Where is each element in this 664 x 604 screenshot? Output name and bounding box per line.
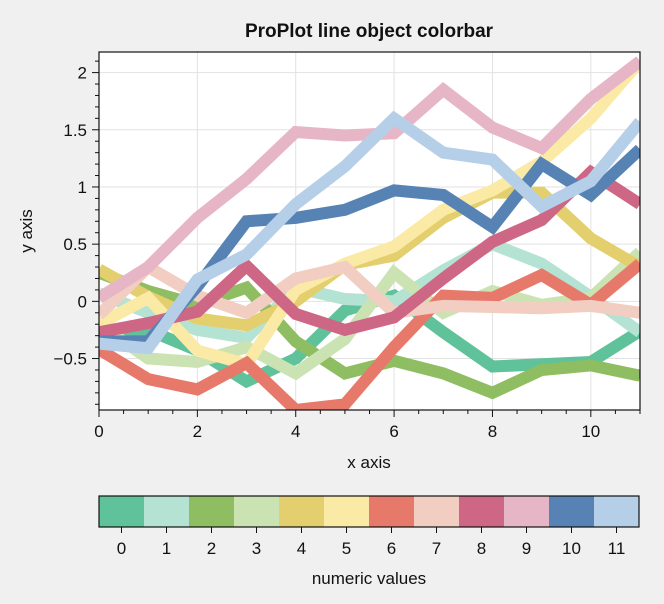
y-tick-label: −0.5 (53, 350, 87, 369)
colorbar-swatch-1 (144, 496, 190, 527)
colorbar-label: numeric values (312, 569, 426, 588)
series-lines (99, 56, 640, 410)
colorbar-tick-label: 11 (608, 539, 626, 558)
colorbar-tick-label: 2 (207, 539, 216, 558)
series-line-5 (99, 57, 640, 372)
colorbar-frame (98, 495, 640, 528)
colorbar: 0 1 2 3 4 5 6 7 8 9 10 11 (98, 495, 640, 558)
colorbar-tick-label: 7 (432, 539, 441, 558)
colorbar-swatch-9 (504, 496, 550, 527)
x-tick-label: 10 (581, 422, 600, 441)
colorbar-swatch-5 (324, 496, 370, 527)
colorbar-swatch-0 (99, 496, 145, 527)
colorbar-swatch-6 (369, 496, 415, 527)
y-tick-label: 1 (78, 178, 87, 197)
x-tick-label: 2 (193, 422, 202, 441)
colorbar-tick-label: 6 (387, 539, 396, 558)
y-tick-label: 0 (78, 292, 87, 311)
x-tick-label: 8 (488, 422, 497, 441)
colorbar-swatch-2 (189, 496, 235, 527)
series-line-6 (99, 258, 640, 410)
colorbar-swatch-4 (279, 496, 325, 527)
colorbar-swatch-8 (459, 496, 505, 527)
colorbar-tick-label: 0 (117, 539, 126, 558)
colorbar-tick-label: 4 (297, 539, 306, 558)
series-line-8 (99, 164, 640, 339)
y-tick-label: 1.5 (63, 121, 87, 140)
colorbar-swatch-3 (234, 496, 280, 527)
colorbar-swatch-10 (549, 496, 595, 527)
colorbar-swatch-11 (594, 496, 640, 527)
colorbar-tick-label: 8 (477, 539, 486, 558)
y-tick-label: 0.5 (63, 235, 87, 254)
colorbar-tick-label: 5 (342, 539, 351, 558)
colorbar-tick-label: 3 (252, 539, 261, 558)
y-tick-label: 2 (78, 64, 87, 83)
x-axis: 0 2 4 6 8 10 (94, 410, 641, 441)
y-axis: −0.5 0 0.5 1 1.5 2 (53, 60, 99, 405)
x-tick-label: 0 (94, 422, 103, 441)
x-tick-label: 4 (291, 422, 300, 441)
series-line-11 (99, 110, 640, 355)
y-axis-label: y axis (17, 209, 36, 252)
colorbar-swatch-7 (414, 496, 460, 527)
colorbar-tick-label: 1 (162, 539, 171, 558)
chart-title: ProPlot line object colorbar (245, 21, 494, 42)
colorbar-tick-label: 9 (522, 539, 531, 558)
x-tick-label: 6 (389, 422, 398, 441)
x-axis-label: x axis (347, 453, 390, 472)
colorbar-tick-label: 10 (562, 539, 581, 558)
